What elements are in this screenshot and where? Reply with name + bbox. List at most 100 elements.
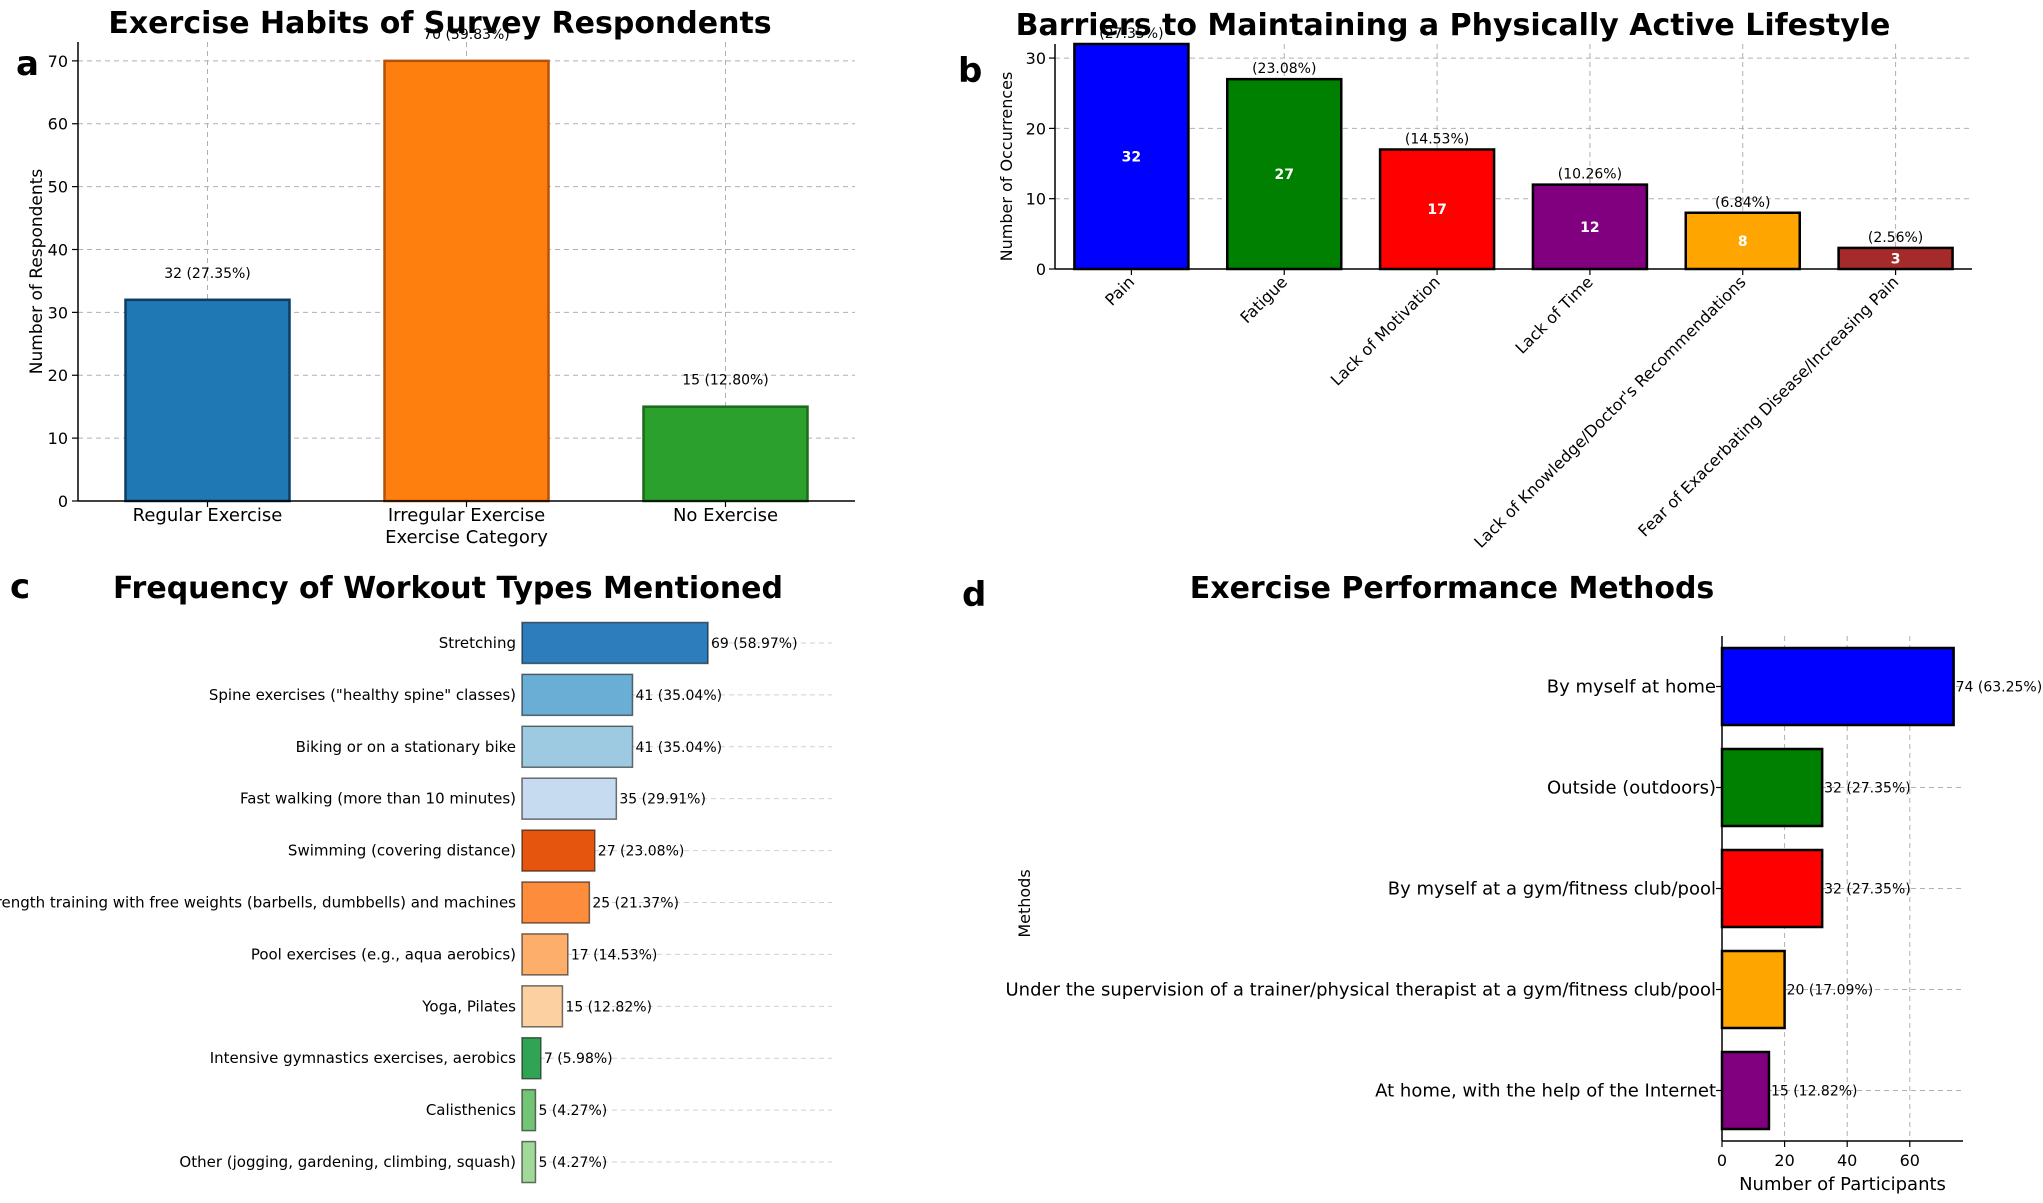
data-label: 15 (12.82%) xyxy=(1771,1084,1858,1100)
data-label: 7 (5.98%) xyxy=(544,1051,613,1067)
bar xyxy=(521,777,618,820)
y-tick-label: 30 xyxy=(1026,49,1046,68)
x-tick-label: Regular Exercise xyxy=(133,505,283,526)
bar-value-label: 12 xyxy=(1580,220,1599,236)
bar-value-label: 3 xyxy=(1891,251,1901,267)
percent-label: (10.26%) xyxy=(1558,167,1622,183)
percent-label: (14.53%) xyxy=(1405,131,1469,147)
bar xyxy=(1720,949,1786,1030)
bar-value-label: 8 xyxy=(1738,234,1748,250)
percent-label: (6.84%) xyxy=(1715,195,1770,211)
bar-value-label: 32 xyxy=(1122,150,1141,166)
bar-value-label: 27 xyxy=(1275,167,1294,183)
y-tick-label: 70 xyxy=(48,52,68,71)
bar xyxy=(521,933,569,976)
percent-label: (23.08%) xyxy=(1252,61,1316,77)
bar xyxy=(1684,211,1801,271)
y-tick-label: 40 xyxy=(48,240,68,259)
data-label: 35 (29.91%) xyxy=(619,792,706,808)
panel-label: c xyxy=(10,567,30,607)
category-label: Other (jogging, gardening, climbing, squ… xyxy=(179,1153,516,1171)
panel-label: b xyxy=(958,51,982,91)
x-tick-label: Lack of Knowledge/Doctor's Recommendatio… xyxy=(1470,272,1749,551)
data-label: 41 (35.04%) xyxy=(636,688,723,704)
category-label: Strength training with free weights (bar… xyxy=(0,894,516,912)
x-tick-label: Irregular Exercise xyxy=(388,505,545,526)
bar xyxy=(1531,183,1649,271)
bar xyxy=(1378,148,1496,271)
data-label: 17 (14.53%) xyxy=(571,947,658,963)
x-tick-label: Lack of Time xyxy=(1512,272,1597,357)
chart-title: Exercise Habits of Survey Respondents xyxy=(108,6,771,41)
bar xyxy=(521,621,709,665)
y-tick-label: 50 xyxy=(48,178,68,197)
x-tick-label: Pain xyxy=(1101,272,1138,309)
y-tick-label: 10 xyxy=(1026,190,1046,209)
category-label: Stretching xyxy=(439,634,516,652)
data-label: 5 (4.27%) xyxy=(538,1103,607,1119)
bar xyxy=(521,985,564,1028)
category-label: Intensive gymnastics exercises, aerobics xyxy=(210,1049,516,1067)
bar xyxy=(124,298,291,503)
panel-a: a Exercise Habits of Survey Respondents 0 1… xyxy=(16,6,855,548)
panel-d: d Exercise Performance Methods 74 (63.25%)… xyxy=(962,571,2042,1195)
category-label: Biking or on a stationary bike xyxy=(296,738,516,756)
bar xyxy=(1720,646,1955,727)
x-tick-label: 40 xyxy=(1837,1151,1857,1170)
data-label: 5 (4.27%) xyxy=(538,1155,607,1171)
y-tick-label: 60 xyxy=(48,115,68,134)
y-tick-label: 20 xyxy=(1026,119,1046,138)
category-label: Pool exercises (e.g., aqua aerobics) xyxy=(251,945,516,963)
percent-label: (27.35%) xyxy=(1099,26,1163,42)
panel-label: a xyxy=(16,44,39,84)
panel-c: c Frequency of Workout Types Mentioned 69 … xyxy=(0,567,832,1184)
y-axis-label: Methods xyxy=(1015,869,1034,937)
bar xyxy=(521,881,591,924)
bar xyxy=(521,829,596,872)
data-label: 20 (17.09%) xyxy=(1787,983,1874,999)
x-tick-label: Lack of Motivation xyxy=(1327,272,1444,389)
category-label: Swimming (covering distance) xyxy=(288,842,516,860)
data-label: 25 (21.37%) xyxy=(592,896,679,912)
x-tick-label: 60 xyxy=(1900,1151,1920,1170)
data-label: 32 (27.35%) xyxy=(1824,882,1911,898)
chart-title: Barriers to Maintaining a Physically Act… xyxy=(1016,8,1891,43)
category-label: Spine exercises ("healthy spine" classes… xyxy=(209,686,516,704)
bar xyxy=(521,725,634,769)
x-tick-label: Fear of Exacerbating Disease/Increasing … xyxy=(1634,272,1902,540)
bar xyxy=(642,405,809,503)
percent-label: (2.56%) xyxy=(1868,230,1923,246)
bar xyxy=(521,1088,537,1132)
bar xyxy=(383,59,550,503)
x-tick-label: 0 xyxy=(1717,1151,1727,1170)
panel-label: d xyxy=(962,575,986,615)
category-label: Fast walking (more than 10 minutes) xyxy=(240,790,516,808)
panel-b: b Barriers to Maintaining a Physically Ac… xyxy=(958,8,1972,552)
chart-title: Exercise Performance Methods xyxy=(1190,571,1715,606)
y-tick-label: Outside (outdoors) xyxy=(1547,778,1716,799)
y-tick-label: 20 xyxy=(48,366,68,385)
y-tick-label: 30 xyxy=(48,303,68,322)
data-label: 70 (59.83%) xyxy=(423,27,510,43)
category-label: Yoga, Pilates xyxy=(421,997,516,1015)
data-label: 15 (12.82%) xyxy=(565,999,652,1015)
data-label: 32 (27.35%) xyxy=(164,266,251,282)
x-axis-label: Exercise Category xyxy=(385,527,548,548)
bar-value-label: 17 xyxy=(1427,202,1446,218)
y-tick-label: At home, with the help of the Internet xyxy=(1375,1081,1716,1102)
y-tick-label: 0 xyxy=(58,492,68,511)
y-tick-label: By myself at home xyxy=(1547,677,1716,698)
bar xyxy=(1073,42,1190,271)
x-tick-label: 20 xyxy=(1774,1151,1794,1170)
bar xyxy=(521,673,634,717)
bar xyxy=(521,1140,537,1184)
y-axis-label: Number of Occurrences xyxy=(997,72,1016,262)
x-tick-label: Fatigue xyxy=(1236,272,1291,327)
y-tick-label: 10 xyxy=(48,429,68,448)
y-tick-label: Under the supervision of a trainer/physi… xyxy=(1006,980,1717,1001)
bar xyxy=(1720,1050,1771,1131)
data-label: 27 (23.08%) xyxy=(598,844,685,860)
x-tick-label: No Exercise xyxy=(673,505,778,526)
chart-title: Frequency of Workout Types Mentioned xyxy=(113,571,783,606)
